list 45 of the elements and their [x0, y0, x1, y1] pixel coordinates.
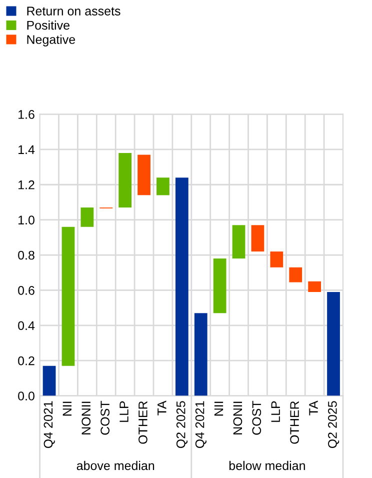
- bar: [251, 225, 264, 252]
- bar: [308, 281, 322, 292]
- bar: [80, 208, 94, 227]
- x-tick-label: LLP: [271, 401, 280, 422]
- x-tick-label: Q4 2021: [195, 401, 206, 448]
- bar: [289, 267, 302, 282]
- y-tick-label: 0.0: [18, 392, 34, 400]
- bar: [194, 313, 208, 396]
- x-tick-label: NONII: [233, 402, 242, 434]
- bar: [270, 251, 284, 268]
- text: below median: [229, 460, 305, 470]
- x-tick-label: LLP: [120, 401, 128, 422]
- x-tick-label: Q4 2021: [44, 401, 55, 448]
- x-tick-label: Q2 2025: [328, 401, 340, 448]
- bar: [156, 178, 170, 196]
- legend-label: Negative: [27, 34, 76, 46]
- bar: [62, 226, 75, 366]
- x-tick-label: NII: [62, 402, 72, 416]
- legend-label: Positive: [27, 20, 70, 30]
- bar: [118, 152, 132, 208]
- y-tick-label: 0.4: [18, 321, 35, 330]
- y-tick-label: 1.2: [18, 180, 34, 190]
- x-tick-label: NII: [214, 402, 224, 416]
- x-tick-label: TA: [309, 400, 318, 416]
- bar: [232, 225, 246, 259]
- y-tick-label: 1.0: [18, 216, 34, 224]
- x-tick-label: NONII: [82, 402, 91, 434]
- x-tick-label: TA: [158, 400, 166, 416]
- x-tick-label: OTHER: [290, 401, 299, 444]
- y-tick-label: 1.4: [18, 145, 35, 154]
- x-tick-label: Q2 2025: [176, 401, 188, 448]
- bar: [213, 258, 226, 314]
- y-tick-label: 0.2: [18, 356, 34, 366]
- y-tick-label: 0.6: [18, 286, 34, 295]
- x-tick-label: OTHER: [138, 401, 148, 444]
- bar: [327, 292, 340, 396]
- x-tick-label: COST: [252, 400, 262, 435]
- bar: [138, 154, 150, 196]
- y-tick-label: 1.6: [18, 110, 34, 119]
- text: above median: [76, 460, 154, 470]
- x-tick-label: COST: [100, 400, 110, 435]
- bar: [175, 178, 188, 396]
- legend-label: Return on assets: [27, 6, 120, 16]
- bar: [42, 366, 56, 396]
- y-tick-label: 0.8: [18, 250, 34, 260]
